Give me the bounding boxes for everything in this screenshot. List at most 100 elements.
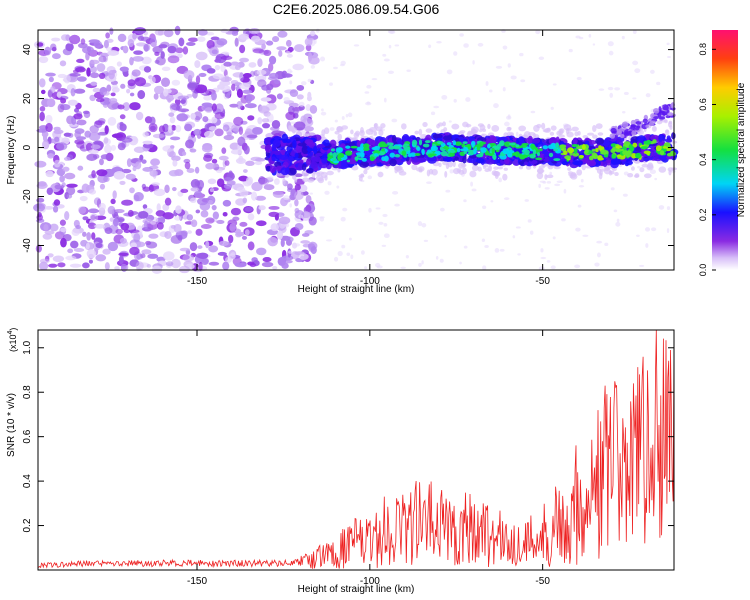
spectrogram-cell [383,222,388,227]
spectrogram-cell [423,239,429,242]
spectrogram-cell [507,126,512,131]
spectrogram-cell [90,72,100,79]
spectrogram-cell [568,48,573,53]
spectrogram-cell [142,167,154,172]
spectrogram-cell [622,150,629,156]
spectrogram-cell [156,256,166,262]
spectrogram-cell [238,155,244,163]
spectrogram-cell [116,61,122,67]
spectrogram-cell [129,187,135,194]
spectrogram-cell [422,143,430,148]
spectrogram-cell [195,228,203,236]
spectrogram-cell [170,258,181,269]
spectrogram-cell [229,222,237,232]
spectrogram-cell [90,81,98,86]
spectrogram-cell [82,262,90,269]
spectrogram-cell [242,89,253,94]
spectrogram-cell [256,69,267,76]
spectrogram-cell [206,39,215,50]
spectrogram-cell [265,40,274,46]
spectrogram-cell [476,157,485,164]
spectrogram-cell [493,103,499,109]
spectrogram-cell [368,207,372,213]
spectrogram-cell [294,222,304,231]
spectrogram-cell [667,55,672,59]
spectrogram-cell [185,139,195,149]
spectrogram-cell [506,115,512,120]
spectrogram-cell [422,122,428,128]
spectrogram-cell [39,106,46,112]
spectrogram-cell [502,87,506,92]
spectrogram-cell [430,111,436,116]
spectrogram-cell [108,69,115,80]
spectrogram-cell [129,56,134,66]
spectrogram-cell [162,203,170,211]
spectrogram-cell [93,197,102,206]
spectrogram-cell [609,170,615,175]
spectrogram-cell [592,43,596,46]
spectrogram-cell [230,251,236,257]
spectrogram-cell [546,174,554,179]
spectrogram-cell [304,230,314,235]
spectrogram-cell [264,144,272,153]
spectrogram-cell [329,152,333,156]
spectrogram-cell [41,131,49,138]
spectrogram-cell [597,252,601,258]
spectrogram-cell [242,73,252,79]
spectrogram-cell [338,139,348,146]
spectrogram-cell [515,226,521,229]
spectrogram-cell [148,184,154,193]
spectrogram-cell [603,154,609,158]
spectrogram-cell [655,145,662,152]
spectrogram-cell [634,125,640,131]
spectrogram-cell [156,203,161,212]
spectrogram-cell [129,92,135,97]
spectrogram-cell [543,158,550,162]
spectrogram-cell [630,152,637,159]
spectrogram-cell [285,111,296,121]
spectrogram-cell [294,243,301,247]
spectrogram-cell [485,159,495,165]
spectrogram-cell [621,35,625,40]
spectrogram-cell [46,98,56,108]
spectrogram-cell [205,240,210,249]
spectrogram-cell [76,119,87,126]
spectrogram-cell [70,88,76,97]
spectrogram-cell [140,253,146,259]
spectrogram-cell [46,187,54,196]
spectrogram-cell [645,93,651,98]
spectrogram-cell [662,105,669,111]
spectrogram-cell [133,233,141,243]
spectrogram-cell [298,214,304,219]
spectrogram-cell [350,129,354,135]
spectrogram-cell [479,124,486,131]
spectrogram-cell [337,167,341,173]
spectrogram-cell [177,53,183,59]
x-tick-label: -150 [187,576,207,587]
spectrogram-cell [304,126,314,132]
spectrogram-cell [232,216,240,221]
spectrogram-cell [110,198,116,205]
spectrogram-cell [632,142,638,148]
spectrogram-cell [381,156,386,162]
y-tick-label: 0.2 [22,518,33,532]
spectrogram-cell [314,156,321,163]
spectrogram-cell [322,139,330,147]
spectrogram-cell [512,235,516,239]
spectrogram-cell [222,199,232,207]
spectrogram-cell [244,103,257,109]
spectrogram-cell [520,79,526,83]
spectrogram-cell [394,168,398,174]
spectrogram-cell [106,84,112,92]
spectrogram-cell [360,152,365,158]
spectrogram-cell [550,106,554,110]
spectrogram-cell [635,121,642,125]
spectrogram-cell [498,177,503,183]
spectrogram-cell [169,136,181,141]
spectrogram-cell [444,234,447,238]
spectrogram-y-ticks: -40 -20 0 20 40 [22,44,674,253]
spectrogram-cell [230,149,243,155]
spectrogram-cell [186,41,196,46]
spectrogram-cell [345,113,349,118]
spectrogram-cell [598,145,602,150]
